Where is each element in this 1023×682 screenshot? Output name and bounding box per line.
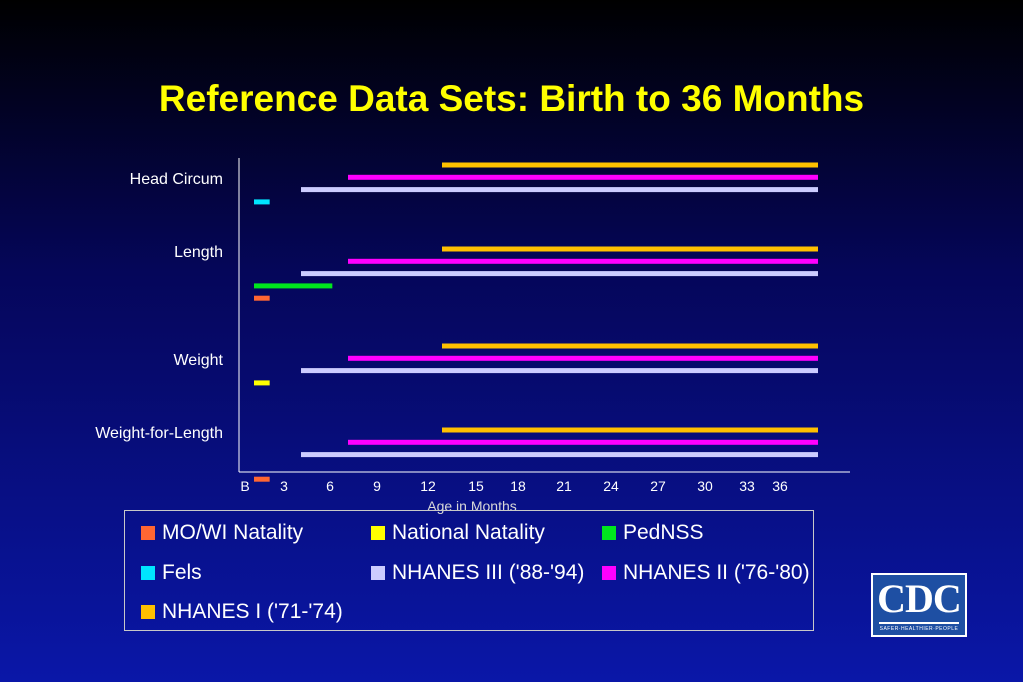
bar-nhanes-ii-76-80-weight (348, 355, 818, 361)
legend-label: National Natality (392, 521, 545, 544)
cdc-logo-letters: CDC (877, 576, 962, 621)
category-label-weight-for-length: Weight-for-Length (95, 425, 223, 442)
legend-swatch (141, 605, 155, 619)
axes (238, 158, 850, 473)
bar-nhanes-iii-88-94-weight-for-length (301, 452, 818, 458)
legend-label: NHANES I ('71-'74) (162, 600, 343, 623)
cdc-logo-tagline: SAFER·HEALTHIER·PEOPLE (879, 626, 959, 632)
legend-item-fels: Fels (141, 561, 202, 585)
bar-pednss-length (254, 283, 333, 289)
bar-nhanes-iii-88-94-length (301, 271, 818, 277)
category-label-length: Length (174, 244, 223, 261)
bar-nhanes-iii-88-94-weight (301, 368, 818, 374)
bar-national-natality-weight (254, 380, 270, 386)
x-tick-label: 33 (739, 478, 755, 494)
legend-label: MO/WI Natality (162, 521, 304, 544)
bar-nhanes-ii-76-80-length (348, 258, 818, 264)
bar-mo-wi-natality-weight-for-length (254, 476, 270, 482)
legend: MO/WI Natality National Natality PedNSS Fel… (124, 510, 814, 631)
category-label-head-circum: Head Circum (130, 171, 223, 188)
legend-swatch (141, 566, 155, 580)
x-tick-label: B (240, 478, 249, 494)
legend-label: NHANES II ('76-'80) (623, 561, 810, 584)
legend-label: NHANES III ('88-'94) (392, 561, 585, 584)
x-tick-label: 12 (420, 478, 436, 494)
legend-swatch (371, 526, 385, 540)
legend-label: PedNSS (623, 521, 704, 544)
bar-nhanes-i-71-74-length (442, 246, 818, 252)
x-tick-label: 18 (510, 478, 526, 494)
x-tick-label: 3 (280, 478, 288, 494)
x-tick-label: 24 (603, 478, 619, 494)
legend-swatch (371, 566, 385, 580)
legend-item-nhanes-ii-76-80: NHANES II ('76-'80) (602, 561, 810, 585)
legend-item-pednss: PedNSS (602, 521, 704, 545)
bar-fels-head-circum (254, 199, 270, 205)
bar-nhanes-ii-76-80-head-circum (348, 174, 818, 180)
legend-swatch (141, 526, 155, 540)
bar-nhanes-i-71-74-weight-for-length (442, 427, 818, 433)
legend-swatch (602, 566, 616, 580)
legend-item-nhanes-i-71-74: NHANES I ('71-'74) (141, 600, 343, 624)
bar-nhanes-i-71-74-head-circum (442, 162, 818, 168)
bar-nhanes-ii-76-80-weight-for-length (348, 439, 818, 445)
legend-swatch (602, 526, 616, 540)
x-tick-label: 36 (772, 478, 788, 494)
x-tick-label: 27 (650, 478, 666, 494)
legend-item-nhanes-iii-88-94: NHANES III ('88-'94) (371, 561, 584, 585)
legend-item-mo-wi-natality: MO/WI Natality (141, 521, 303, 545)
labels: Head Circum Length Weight Weight-for-Length… (95, 171, 788, 514)
x-tick-label: 21 (556, 478, 572, 494)
bar-nhanes-iii-88-94-head-circum (301, 187, 818, 193)
bar-nhanes-i-71-74-weight (442, 343, 818, 349)
x-tick-label: 15 (468, 478, 484, 494)
x-tick-label: 6 (326, 478, 334, 494)
x-tick-label: 9 (373, 478, 381, 494)
chart-title: Reference Data Sets: Birth to 36 Months (158, 78, 865, 119)
bar-mo-wi-natality-length (254, 295, 270, 301)
cdc-logo-rule (879, 622, 959, 624)
cdc-logo: CDC SAFER·HEALTHIER·PEOPLE (871, 573, 967, 637)
category-label-weight: Weight (173, 352, 223, 369)
bars (254, 162, 818, 482)
x-tick-label: 30 (697, 478, 713, 494)
legend-label: Fels (162, 561, 202, 584)
legend-item-national-natality: National Natality (371, 521, 545, 545)
